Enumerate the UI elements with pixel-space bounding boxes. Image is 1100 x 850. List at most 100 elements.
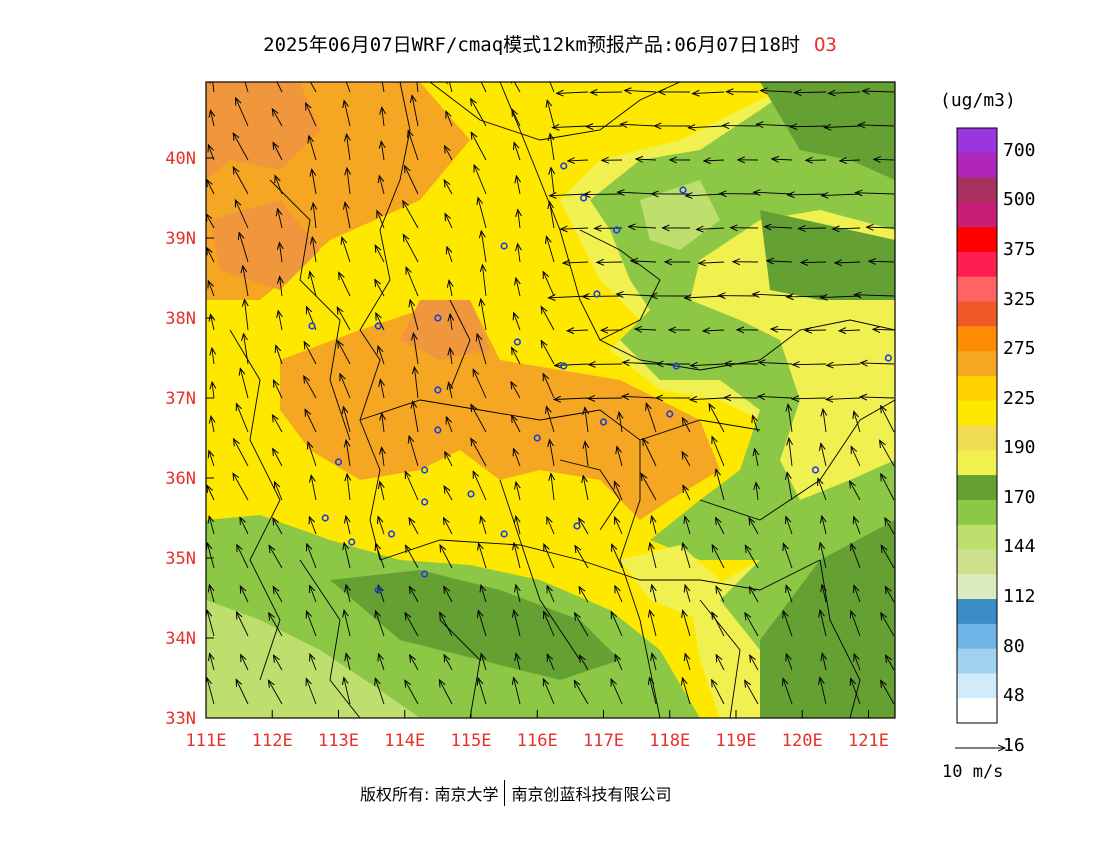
wind-vector [450,314,452,331]
lat-tick-label: 37N [165,389,196,409]
wind-vector [650,543,657,569]
wind-vector [304,342,317,365]
wind-vector [478,611,487,637]
lon-tick-label: 111E [186,731,227,751]
reference-vector-label: 10 m/s [942,762,1004,782]
wind-vector [244,334,249,365]
wind-vector [683,485,691,501]
wind-vector [444,486,453,501]
title-variable: O3 [813,34,837,56]
wind-vector [481,585,487,603]
wind-vector [471,405,487,433]
wind-vector [625,90,657,92]
wind-vector [588,398,623,399]
wind-vector [344,101,351,127]
legend-label: 190 [1003,437,1036,459]
wind-vector [375,678,385,705]
wind-vector [381,141,384,161]
wind-vector [514,313,521,331]
wind-vector [380,482,384,501]
wind-vector [683,610,691,637]
city-marker [500,530,508,538]
wind-vector [376,313,385,331]
wind-vector [583,296,623,297]
wind-vector [416,82,419,93]
wind-vector [208,145,215,161]
wind-vector [682,678,691,705]
city-marker [421,466,429,474]
wind-vector [313,203,316,229]
legend-unit: (ug/m3) [940,90,1016,111]
wind-vector [820,610,827,637]
wind-vector [347,134,351,161]
legend-colorbar [956,127,998,724]
wind-vector [631,261,657,262]
wind-vector [405,472,419,501]
wind-vector [854,654,861,671]
map-field [206,82,895,718]
wind-vector [207,678,215,705]
wind-vector [704,160,725,161]
wind-vector [691,364,725,366]
wind-vector [233,133,249,161]
wind-vector [856,193,895,194]
wind-vector [516,482,520,501]
wind-vector [712,437,725,467]
wind-vector [617,447,623,467]
wind-vector [378,517,385,535]
legend-label: 375 [1003,238,1036,260]
city-marker [387,530,396,538]
city-marker [348,538,356,546]
wind-vector [771,329,793,330]
wind-vector [787,472,793,501]
lon-tick-label: 121E [848,731,889,751]
wind-vector [755,449,758,467]
wind-vector [547,100,555,127]
title-main: 2025年06月07日WRF/cmaq模式12km预报产品:06月07日18时 [263,34,800,56]
ozone-zone-central [280,300,720,520]
wind-vector [646,403,657,433]
wind-vector [241,655,249,671]
city-marker [434,426,442,434]
wind-vector [409,436,419,467]
wind-vector [611,612,623,637]
wind-vector [685,516,691,535]
wind-vector [449,280,452,297]
wind-vector [805,330,827,331]
legend-swatch [957,549,997,575]
wind-vector [516,278,520,297]
wind-vector [685,654,691,671]
wind-vector [567,330,589,331]
legend-swatch [957,301,997,327]
legend-label: 48 [1003,685,1025,707]
wind-vector [345,82,351,93]
wind-vector [481,654,487,671]
wind-vector [233,473,249,501]
wind-vector [405,613,419,637]
wind-vector [586,126,623,127]
wind-vector [546,407,555,433]
wind-vector [867,227,895,228]
wind-vector [269,546,283,569]
wind-vector [209,585,214,603]
wind-vector [820,678,827,705]
wind-vector [822,653,826,671]
wind-vector [541,341,555,365]
wind-vector [827,364,861,365]
wind-vector [269,680,283,705]
wind-vector [239,233,249,263]
wind-vector [474,165,487,195]
wind-vector [790,126,827,127]
wind-vector [652,653,656,671]
wind-vector [822,585,826,603]
wind-vector [712,612,725,637]
wind-vector [344,678,351,705]
wind-vector [236,404,249,433]
wind-vector [641,474,657,501]
wind-vector [211,416,214,433]
legend-label: 700 [1003,139,1036,161]
city-marker [308,322,316,330]
legend-label: 225 [1003,387,1036,409]
wind-vector [347,168,350,195]
wind-vector [481,299,487,331]
